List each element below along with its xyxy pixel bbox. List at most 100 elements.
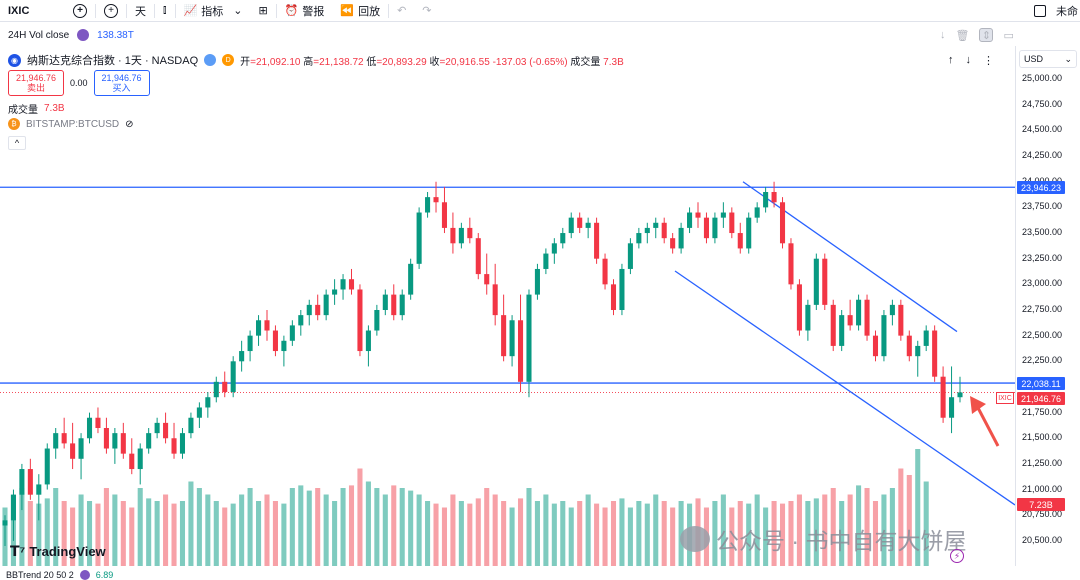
candle-body	[44, 448, 50, 485]
candle-body	[103, 428, 109, 449]
legend-title[interactable]: 纳斯达克综合指数 · 1天 · NASDAQ	[27, 55, 199, 67]
volume-bar	[670, 507, 676, 566]
compare-plus-icon[interactable]: +	[73, 3, 87, 18]
volume-bar	[737, 501, 743, 566]
candle-body	[408, 263, 414, 295]
lower-level-tag: 22,038.11	[1017, 377, 1065, 391]
volume-bar	[923, 481, 929, 566]
replay-button[interactable]: ⏪ 回放	[332, 0, 388, 22]
volume-bar	[492, 494, 498, 566]
redo-button[interactable]: ↷	[414, 0, 439, 22]
candle-body	[163, 422, 169, 439]
volume-bar	[129, 507, 135, 566]
collapse-legend-button[interactable]: ^	[8, 136, 26, 150]
d-badge: D	[222, 54, 235, 66]
volume-bar	[256, 501, 262, 566]
caret-up-icon: ^	[14, 138, 20, 148]
delete-icon[interactable]: 🗑	[955, 29, 970, 42]
volume-bar	[70, 507, 76, 566]
indicators-icon: 📈	[183, 5, 198, 17]
volume-bar	[568, 507, 574, 566]
layouts-button[interactable]: ⊞	[250, 0, 275, 22]
volume-bar	[805, 501, 811, 566]
watermark: 公众号 · 书中自有大饼屋	[680, 522, 966, 556]
arrow-up-icon[interactable]: ↑	[948, 54, 954, 66]
candle-body	[230, 361, 236, 393]
add-icon: +	[104, 3, 118, 18]
candle-body	[137, 448, 143, 470]
volume-bar	[163, 494, 169, 566]
toolbar-divider	[275, 3, 277, 18]
candle-body	[272, 330, 278, 352]
interval-button[interactable]: 天	[127, 0, 154, 22]
price-axis-label: 22,750.00	[1022, 304, 1063, 314]
tradingview-logo[interactable]: 𝗧⁷ TradingView	[10, 543, 106, 560]
wechat-icon	[680, 526, 710, 552]
candle-body	[315, 304, 321, 316]
candle-body	[239, 351, 245, 362]
compare-symbol[interactable]: BITSTAMP:BTCUSD	[26, 118, 120, 130]
volume-bar	[763, 507, 769, 566]
volume-bar	[712, 501, 718, 566]
candle-body	[213, 381, 219, 398]
volume-bar	[239, 494, 245, 566]
indicators-button[interactable]: 📈 指标 ⌄	[176, 0, 251, 22]
add-symbol-button[interactable]: +	[96, 0, 126, 22]
lightning-icon[interactable]: ⚡	[950, 549, 964, 563]
candle-body	[881, 315, 887, 357]
volume-bar	[779, 503, 786, 566]
volume-bar	[746, 503, 752, 566]
candle-body	[577, 217, 583, 228]
maximize-icon[interactable]: ⇕	[979, 28, 994, 42]
currency-select[interactable]: USD ⌄	[1019, 50, 1077, 68]
more-icon[interactable]: ⋮	[983, 55, 994, 67]
volume-bar	[146, 498, 152, 566]
volume-label: 成交量	[570, 56, 601, 68]
volume-bar	[188, 481, 194, 566]
candle-body	[932, 330, 938, 377]
volume-bar	[915, 449, 921, 566]
bitcoin-icon: ₿	[8, 118, 20, 130]
chart-type-button[interactable]: ⫾	[155, 0, 175, 22]
price-axis-label: 20,500.00	[1022, 534, 1063, 545]
volume-row-label[interactable]: 成交量	[8, 104, 38, 116]
layout-name[interactable]: 未命	[1056, 6, 1078, 18]
rewind-icon: ⏪	[340, 5, 355, 17]
alert-button[interactable]: ⏰ 警报	[277, 0, 333, 22]
volume-bar	[433, 503, 439, 566]
logo-text: TradingView	[29, 544, 106, 559]
candle-body	[61, 433, 67, 444]
price-axis-label: 24,500.00	[1022, 124, 1063, 135]
candle-body	[298, 315, 304, 326]
candle-body	[365, 330, 371, 352]
candle-body	[36, 484, 42, 495]
watermark-text: 公众号 · 书中自有大饼屋	[716, 528, 967, 554]
collapse-icon[interactable]: ▭	[1003, 29, 1014, 42]
sell-button[interactable]: 21,946.76 卖出	[8, 70, 64, 96]
volume-bar	[906, 475, 912, 566]
volume-bar	[348, 485, 355, 566]
eye-hidden-icon[interactable]: ⊘	[125, 118, 134, 130]
volume-bar	[534, 501, 540, 566]
vol-close-row: 24H Vol close 138.38T	[0, 26, 134, 44]
candle-body	[433, 197, 439, 203]
price-chart[interactable]	[0, 46, 1015, 566]
volume-bar	[822, 494, 828, 566]
volume-bar	[619, 498, 625, 566]
indicator-name[interactable]: BBTrend 20 50 2	[6, 570, 74, 580]
price-axis[interactable]: ↑ ↓ ⋮ USD ⌄ 25,000.00 24,750.00 24,500.00 2…	[948, 46, 1080, 566]
candle-body	[594, 222, 600, 259]
volume-legend-row: 成交量 7.3B	[8, 100, 624, 116]
volume-bar	[61, 501, 67, 566]
layout-square-icon[interactable]	[1034, 5, 1046, 17]
move-down-icon[interactable]: ↓	[940, 29, 946, 41]
candle-body	[86, 417, 93, 439]
arrow-down-icon[interactable]: ↓	[965, 54, 972, 66]
buy-button[interactable]: 21,946.76 买入	[93, 70, 150, 96]
undo-button[interactable]: ↶	[389, 0, 414, 22]
symbol-search[interactable]: IXIC +	[0, 0, 95, 22]
candle-body	[729, 212, 735, 234]
volume-bar	[839, 501, 845, 566]
volume-bar	[103, 488, 109, 566]
candle-body	[678, 227, 684, 249]
